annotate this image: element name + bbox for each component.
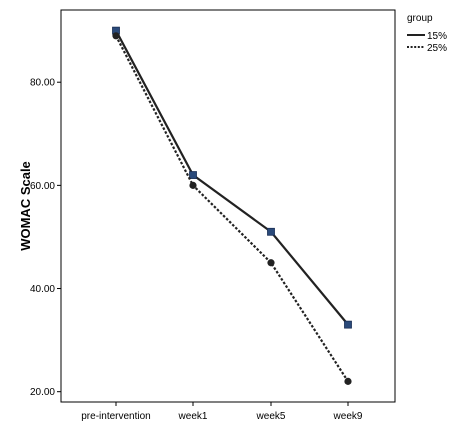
series-line-0 — [115, 30, 349, 326]
legend: group 15%25% — [407, 13, 447, 54]
y-tick-label: 20.00 — [30, 387, 55, 398]
x-tick-label: week1 — [178, 411, 208, 422]
data-point — [344, 320, 352, 329]
data-point — [267, 259, 275, 267]
data-point — [189, 171, 197, 179]
series-line-1 — [115, 35, 349, 382]
plot-frame — [60, 9, 396, 403]
data-point — [189, 181, 197, 189]
legend-label: 25% — [427, 43, 447, 54]
x-tick-label: week9 — [333, 411, 363, 422]
y-tick-label: 40.00 — [30, 284, 55, 295]
x-tick-label: week5 — [256, 411, 286, 422]
legend-title: group — [407, 13, 433, 24]
y-axis-title: WOMAC Scale — [18, 161, 33, 251]
legend-label: 15% — [427, 31, 447, 42]
series-layer — [112, 26, 352, 385]
data-point — [267, 227, 275, 236]
y-tick-label: 80.00 — [30, 78, 55, 89]
data-point — [112, 32, 120, 40]
y-axis: 20.00 40.00 60.00 80.00 — [30, 78, 61, 398]
x-axis: pre-intervention week1 week5 week9 — [81, 402, 363, 422]
data-point — [344, 377, 352, 385]
y-tick-label: 60.00 — [30, 181, 55, 192]
x-tick-label: pre-intervention — [81, 411, 150, 422]
